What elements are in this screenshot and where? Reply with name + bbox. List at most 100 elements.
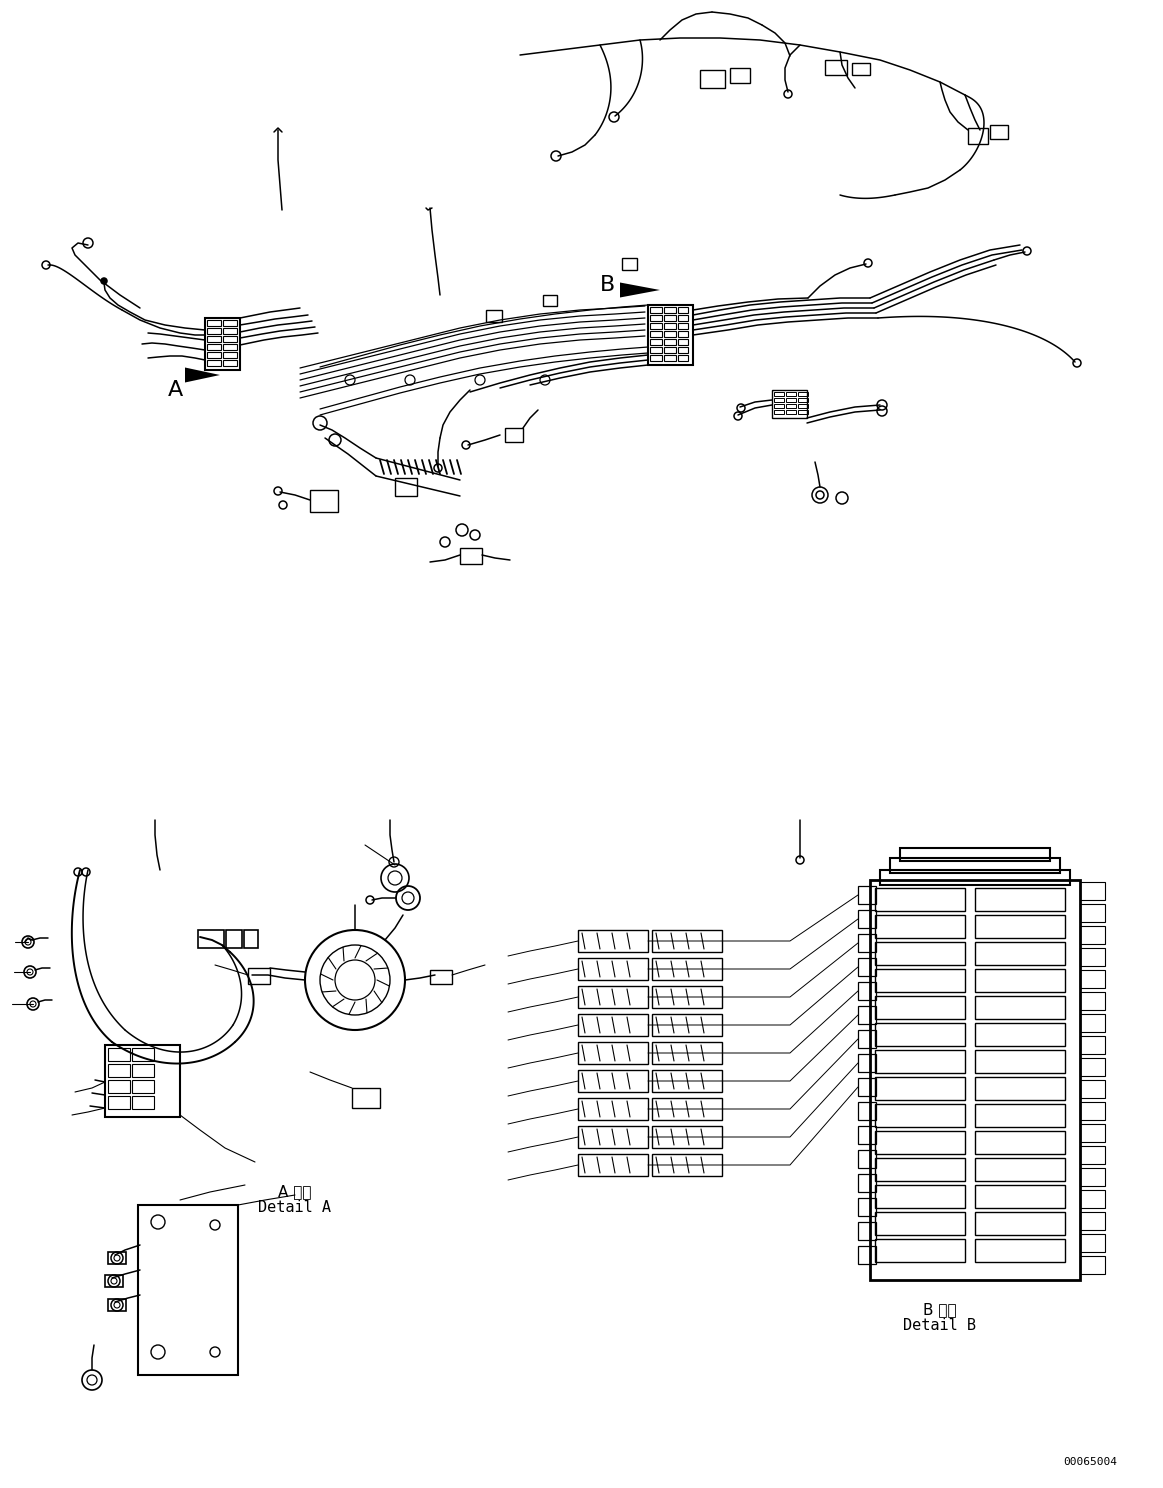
Bar bbox=[975, 969, 1065, 992]
Bar bbox=[207, 360, 221, 366]
Bar bbox=[775, 411, 784, 414]
Bar bbox=[650, 323, 662, 329]
Bar bbox=[858, 1126, 876, 1144]
Bar bbox=[880, 870, 1070, 885]
Bar bbox=[858, 1150, 876, 1168]
Bar bbox=[858, 1198, 876, 1216]
Bar bbox=[108, 1299, 126, 1311]
Bar bbox=[226, 930, 242, 948]
Bar bbox=[875, 888, 965, 911]
Circle shape bbox=[101, 278, 107, 284]
Bar bbox=[1080, 948, 1105, 966]
Bar bbox=[975, 1024, 1065, 1046]
Bar bbox=[131, 1048, 154, 1061]
Bar bbox=[858, 1245, 876, 1263]
Bar bbox=[138, 1205, 238, 1375]
Bar bbox=[858, 1174, 876, 1192]
Bar bbox=[875, 942, 965, 966]
Text: B 詳細: B 詳細 bbox=[923, 1302, 957, 1317]
Bar bbox=[786, 391, 795, 396]
Bar bbox=[578, 1013, 648, 1036]
Polygon shape bbox=[620, 283, 659, 298]
Bar bbox=[652, 1070, 722, 1092]
Bar bbox=[858, 911, 876, 929]
Bar bbox=[858, 1030, 876, 1048]
Bar bbox=[198, 930, 224, 948]
Bar bbox=[858, 1103, 876, 1120]
Bar bbox=[1080, 992, 1105, 1010]
Bar bbox=[1080, 1168, 1105, 1186]
Bar bbox=[461, 548, 481, 564]
Bar bbox=[131, 1064, 154, 1077]
Bar bbox=[700, 70, 725, 88]
Bar bbox=[223, 360, 237, 366]
Bar bbox=[858, 1077, 876, 1097]
Bar bbox=[223, 353, 237, 359]
Bar bbox=[131, 1080, 154, 1094]
Bar bbox=[875, 1158, 965, 1181]
Bar bbox=[775, 405, 784, 408]
Bar bbox=[652, 1155, 722, 1176]
Bar bbox=[650, 307, 662, 312]
Bar bbox=[207, 344, 221, 350]
Bar bbox=[652, 1098, 722, 1120]
Bar bbox=[875, 1104, 965, 1126]
Bar bbox=[786, 405, 795, 408]
Bar bbox=[664, 330, 676, 336]
Bar bbox=[650, 315, 662, 321]
Bar bbox=[578, 987, 648, 1007]
Bar bbox=[311, 490, 338, 512]
Bar bbox=[664, 315, 676, 321]
Bar bbox=[678, 339, 688, 345]
Bar bbox=[1080, 1213, 1105, 1231]
Bar bbox=[207, 336, 221, 342]
Bar bbox=[975, 1051, 1065, 1073]
Bar bbox=[205, 318, 240, 371]
Bar bbox=[578, 930, 648, 952]
Bar bbox=[875, 1213, 965, 1235]
Text: B: B bbox=[600, 275, 615, 295]
Bar bbox=[1080, 1256, 1105, 1274]
Bar bbox=[875, 1024, 965, 1046]
Bar bbox=[430, 970, 452, 984]
Bar bbox=[578, 1042, 648, 1064]
Bar bbox=[105, 1275, 123, 1287]
Bar bbox=[798, 411, 808, 414]
Bar bbox=[975, 888, 1065, 911]
Bar bbox=[678, 356, 688, 362]
Bar bbox=[108, 1048, 130, 1061]
Bar bbox=[648, 305, 693, 365]
Bar bbox=[798, 391, 808, 396]
Bar bbox=[622, 257, 637, 269]
Bar bbox=[900, 848, 1050, 862]
Bar bbox=[678, 307, 688, 312]
Bar bbox=[664, 307, 676, 312]
Bar bbox=[975, 915, 1065, 937]
Text: Detail A: Detail A bbox=[258, 1199, 331, 1214]
Bar bbox=[108, 1251, 126, 1263]
Bar bbox=[975, 995, 1065, 1019]
Bar bbox=[652, 1126, 722, 1149]
Bar bbox=[652, 987, 722, 1007]
Bar bbox=[975, 942, 1065, 966]
Bar bbox=[207, 327, 221, 333]
Bar bbox=[223, 327, 237, 333]
Bar bbox=[1080, 1190, 1105, 1208]
Bar bbox=[858, 1222, 876, 1240]
Bar bbox=[825, 60, 847, 74]
Bar bbox=[798, 405, 808, 408]
Bar bbox=[652, 1013, 722, 1036]
Bar bbox=[975, 1184, 1065, 1208]
Bar bbox=[775, 397, 784, 402]
Bar bbox=[875, 969, 965, 992]
Bar bbox=[578, 1070, 648, 1092]
Bar bbox=[1080, 1013, 1105, 1033]
Bar bbox=[858, 982, 876, 1000]
Bar bbox=[678, 330, 688, 336]
Bar bbox=[650, 347, 662, 353]
Bar bbox=[1080, 882, 1105, 900]
Bar bbox=[975, 1213, 1065, 1235]
Bar bbox=[652, 930, 722, 952]
Bar bbox=[975, 1131, 1065, 1155]
Bar bbox=[1080, 1058, 1105, 1076]
